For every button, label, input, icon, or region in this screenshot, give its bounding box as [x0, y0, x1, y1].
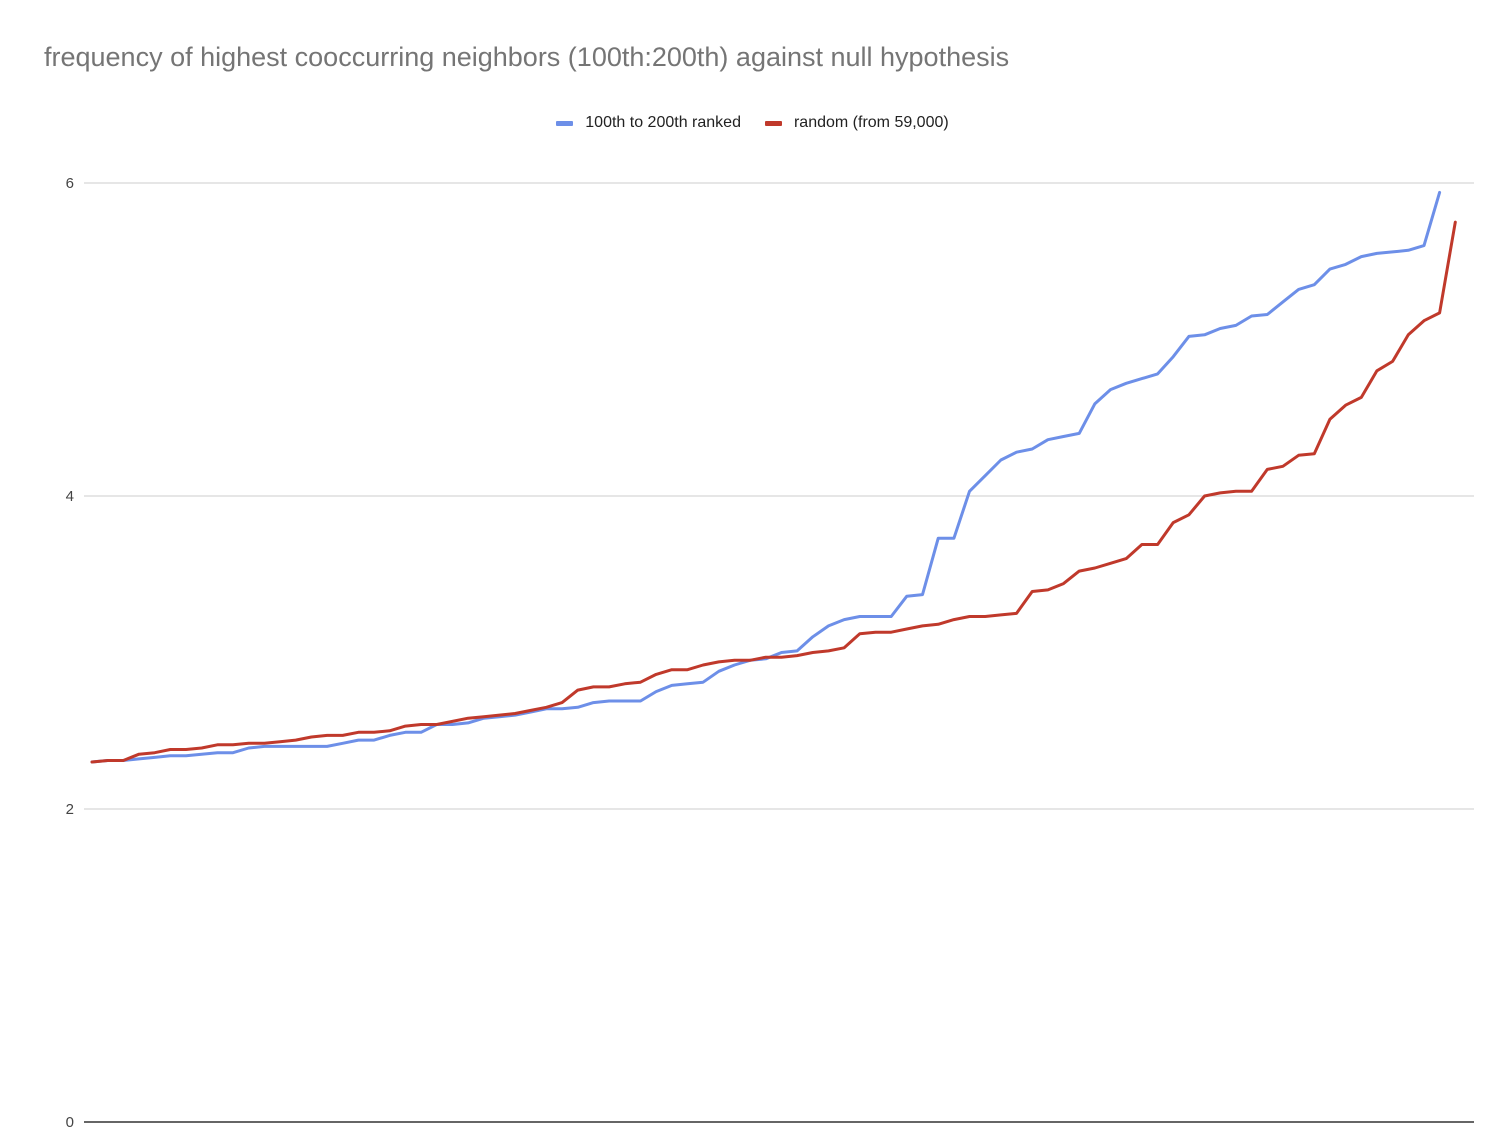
legend-item-series-1[interactable]: 100th to 200th ranked: [556, 114, 741, 132]
y-tick-label: 2: [66, 801, 74, 818]
y-tick-label: 6: [66, 175, 74, 192]
legend-label-series-1: 100th to 200th ranked: [585, 114, 741, 131]
y-tick-label: 0: [66, 1114, 74, 1131]
series-line-2[interactable]: [90, 220, 1457, 764]
chart-title: frequency of highest cooccurring neighbo…: [44, 42, 1010, 72]
legend-swatch-series-2: [764, 120, 782, 126]
y-tick-label: 4: [66, 488, 74, 505]
legend-swatch-series-1: [556, 120, 574, 126]
legend-item-series-2[interactable]: random (from 59,000): [764, 114, 949, 132]
legend: 100th to 200th ranked random (from 59,00…: [0, 114, 1505, 132]
series-line-1[interactable]: [90, 190, 1442, 764]
legend-label-series-2: random (from 59,000): [793, 114, 949, 131]
